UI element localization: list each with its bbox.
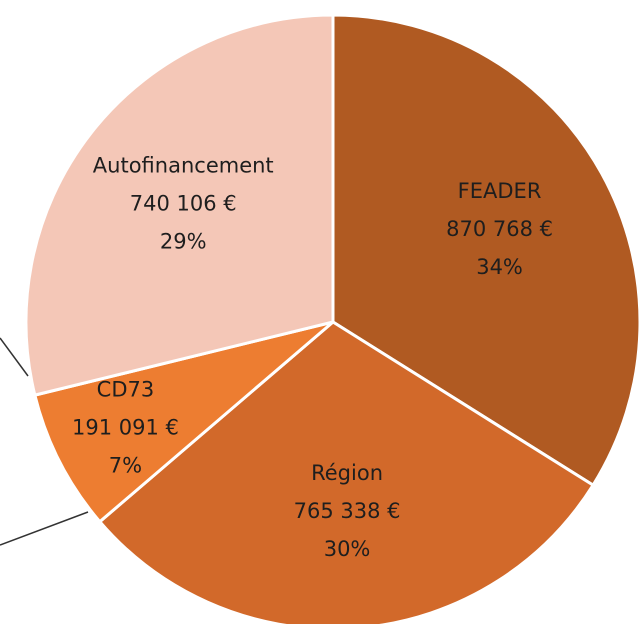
slice-value-label: 740 106 € [130, 192, 237, 216]
slice-category: CD73 [97, 378, 155, 402]
slice-value-label: 765 338 € [294, 499, 401, 523]
pie-slice [97, 320, 596, 624]
slice-percent-label: 30% [324, 537, 371, 561]
slice-percent-label: 29% [160, 230, 207, 254]
slice-value-label: 191 091 € [72, 416, 179, 440]
pie-slice [331, 13, 641, 488]
pie-slice [24, 13, 335, 397]
slice-value-label: 870 768 € [446, 217, 553, 241]
slice-category: FEADER [458, 179, 542, 203]
leader-line [0, 337, 29, 377]
slice-category: Autofinancement [93, 154, 274, 178]
slice-category: Région [311, 461, 383, 485]
leader-line [0, 511, 89, 546]
slice-percent-label: 34% [476, 255, 523, 279]
pie-slice [33, 320, 334, 524]
slice-percent-label: 7% [109, 454, 142, 478]
